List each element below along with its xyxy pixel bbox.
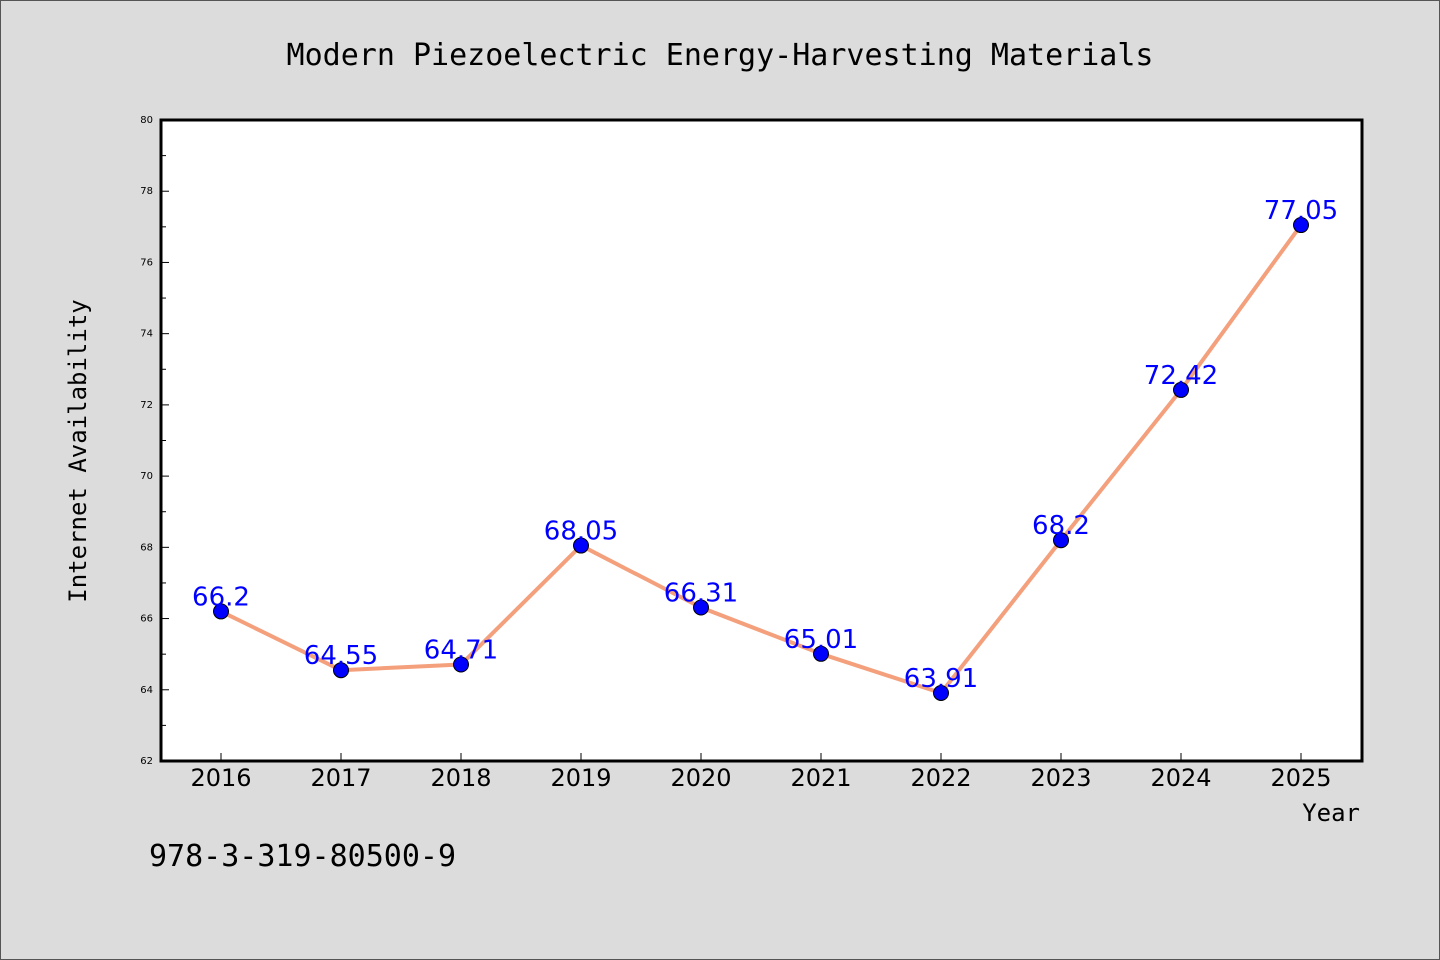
x-tick-label: 2021: [790, 764, 851, 792]
x-tick-label: 2022: [910, 764, 971, 792]
x-tick-label: 2016: [190, 764, 251, 792]
y-axis-label: Internet Availability: [64, 299, 92, 602]
data-label: 72.42: [1144, 361, 1218, 391]
data-label: 66.2: [192, 582, 250, 612]
data-label: 77.05: [1264, 196, 1338, 226]
plot-frame: [159, 118, 1364, 763]
y-tick-label: 74: [140, 329, 153, 340]
data-point: [573, 537, 589, 554]
data-point: [213, 603, 229, 620]
data-point: [1053, 532, 1069, 549]
data-point: [1173, 381, 1189, 398]
x-tick-label: 2025: [1270, 764, 1331, 792]
x-tick-label: 2019: [550, 764, 611, 792]
data-label: 66.31: [664, 579, 738, 609]
isbn-footer: 978-3-319-80500-9: [149, 839, 456, 874]
y-tick-label: 68: [140, 542, 153, 553]
data-point: [333, 662, 349, 679]
x-tick-label: 2024: [1150, 764, 1211, 792]
x-axis-label: Year: [1302, 799, 1360, 827]
data-label: 68.05: [544, 517, 618, 547]
series-layer: 66.2 64.55 64.71 68.05 66.31 65.01 63.91 68.2 72…: [192, 196, 1338, 701]
data-point: [453, 656, 469, 673]
x-tick-label: 2017: [310, 764, 371, 792]
x-tick-label: 2023: [1030, 764, 1091, 792]
data-point: [693, 599, 709, 616]
y-tick-label: 66: [140, 614, 153, 625]
data-label: 64.55: [304, 641, 378, 671]
y-tick-label: 64: [140, 685, 153, 696]
y-tick-label: 70: [140, 471, 153, 482]
x-tick-label: 2020: [670, 764, 731, 792]
data-point: [933, 684, 949, 701]
y-tick-label: 72: [140, 400, 153, 411]
y-tick-label: 78: [140, 186, 153, 197]
plot-area: [161, 120, 1362, 761]
chart-title: Modern Piezoelectric Energy-Harvesting M…: [287, 38, 1154, 73]
y-tick-label: 62: [140, 756, 153, 767]
data-label: 65.01: [784, 625, 858, 655]
y-tick-label: 80: [140, 115, 153, 126]
data-label: 63.91: [904, 664, 978, 694]
data-label: 64.71: [424, 635, 498, 665]
x-tick-label: 2018: [430, 764, 491, 792]
data-label: 68.2: [1032, 511, 1090, 541]
x-axis: 2016 2017 2018 2019 2020 2021 2022 2023 2024 2025: [190, 753, 1332, 792]
data-point: [813, 645, 829, 662]
data-point: [1293, 217, 1309, 234]
y-tick-label: 76: [140, 257, 153, 268]
series-line: [220, 223, 1303, 695]
